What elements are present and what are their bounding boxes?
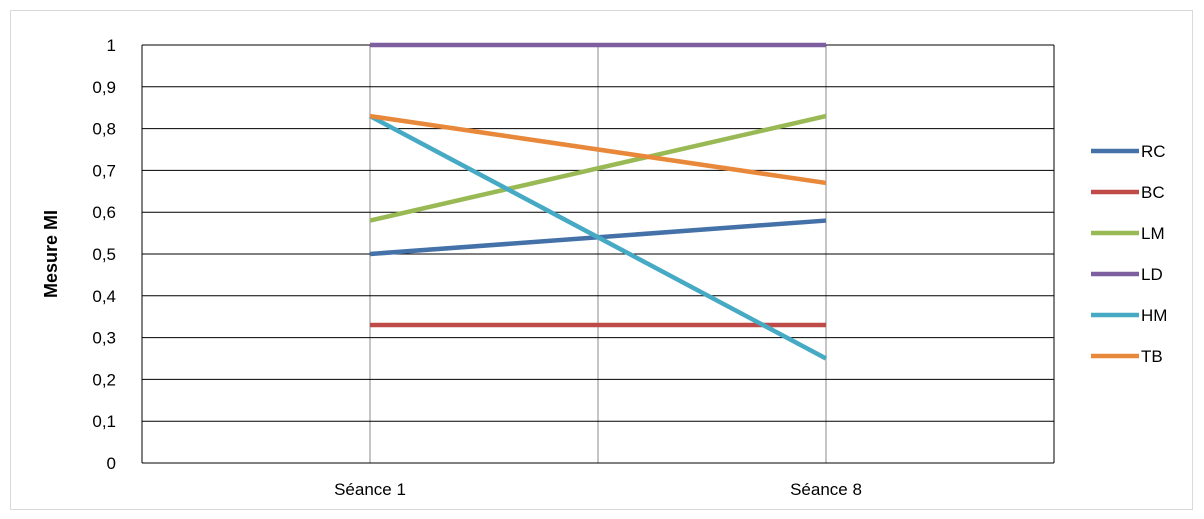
- y-tick-label: 0,3: [92, 329, 116, 348]
- legend-label: TB: [1141, 347, 1163, 366]
- line-chart: 00,10,20,30,40,50,60,70,80,91 Séance 1 Sé…: [41, 36, 1167, 499]
- legend-label: HM: [1141, 306, 1167, 325]
- y-tick-label: 0,1: [92, 412, 116, 431]
- y-tick-label: 0,2: [92, 370, 116, 389]
- legend-item-rc: RC: [1091, 142, 1166, 161]
- legend-item-bc: BC: [1091, 183, 1165, 202]
- legend-item-lm: LM: [1091, 224, 1165, 243]
- legend-label: BC: [1141, 183, 1165, 202]
- x-tick-labels: Séance 1 Séance 8: [334, 480, 862, 499]
- series-line-tb: [369, 113, 827, 186]
- x-tick-label: Séance 1: [334, 480, 406, 499]
- y-tick-label: 0,4: [92, 287, 116, 306]
- legend-item-ld: LD: [1091, 265, 1163, 284]
- y-tick-label: 1: [107, 36, 116, 55]
- legend-label: RC: [1141, 142, 1166, 161]
- chart-frame: 0 0,1 0,2 0,3 0,4 0,5 0,6 0,7 0,8 0,9 1 Séance 1 Sé…: [10, 10, 1193, 510]
- y-tick-label: 0,9: [92, 78, 116, 97]
- legend-item-tb: TB: [1091, 347, 1163, 366]
- legend-item-hm: HM: [1091, 306, 1167, 325]
- y-tick-label: 0,5: [92, 245, 116, 264]
- y-tick-label: 0,6: [92, 203, 116, 222]
- y-tick-labels: 0 0,1 0,2 0,3 0,4 0,5 0,6 0,7 0,8 0,9 1: [92, 36, 116, 473]
- grid-layer: [141, 44, 1055, 464]
- y-tick-label: 0,8: [92, 120, 116, 139]
- series-line-lm: [369, 113, 827, 223]
- series-layer: [368, 42, 828, 361]
- y-tick-label: 0: [107, 454, 116, 473]
- legend-label: LD: [1141, 265, 1163, 284]
- series-line-hm: [368, 114, 828, 361]
- y-tick-label: 0,7: [92, 161, 116, 180]
- y-axis-title: Mesure MI: [41, 210, 61, 298]
- legend: RC BC LM LD HM TB: [1091, 142, 1167, 366]
- x-tick-label: Séance 8: [790, 480, 862, 499]
- legend-label: LM: [1141, 224, 1165, 243]
